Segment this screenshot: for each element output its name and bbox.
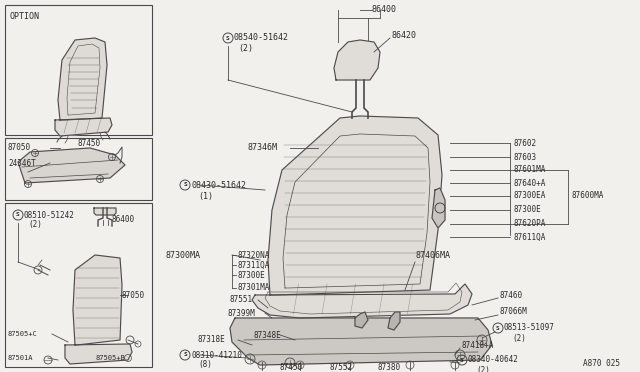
Text: 87640+A: 87640+A: [514, 179, 547, 187]
Bar: [5, 203, 152, 367]
Text: S: S: [226, 35, 230, 41]
Bar: [5, 5, 152, 135]
Text: 87552: 87552: [330, 363, 353, 372]
Text: 87505+C: 87505+C: [8, 331, 38, 337]
Text: 87611QA: 87611QA: [514, 232, 547, 241]
Text: S: S: [16, 212, 20, 218]
Text: 87603: 87603: [514, 153, 537, 161]
Text: 87620PA: 87620PA: [514, 219, 547, 228]
Bar: [5, 138, 152, 200]
Polygon shape: [18, 148, 125, 183]
Text: (2): (2): [512, 334, 526, 343]
Text: S: S: [183, 353, 187, 357]
Text: 87348E: 87348E: [254, 330, 282, 340]
Text: 87301MA: 87301MA: [238, 283, 270, 292]
Text: S: S: [496, 326, 500, 330]
Polygon shape: [388, 312, 400, 330]
Text: 87050: 87050: [8, 144, 31, 153]
Polygon shape: [55, 118, 112, 136]
Text: 87600MA: 87600MA: [571, 192, 604, 201]
Text: 86400: 86400: [112, 215, 135, 224]
Text: 08510-51242: 08510-51242: [24, 211, 75, 219]
Text: 87501A: 87501A: [8, 355, 33, 361]
Text: 86420: 86420: [392, 31, 417, 39]
Text: 87050: 87050: [122, 291, 145, 299]
Text: A870 025: A870 025: [583, 359, 620, 368]
Text: (2): (2): [28, 219, 42, 228]
Text: 87505+B: 87505+B: [95, 355, 125, 361]
Polygon shape: [73, 255, 122, 345]
Polygon shape: [268, 116, 442, 295]
Text: (8): (8): [198, 360, 212, 369]
Polygon shape: [58, 38, 107, 120]
Text: 87346M: 87346M: [248, 144, 278, 153]
Text: 87300E: 87300E: [514, 205, 541, 215]
Text: 87406MA: 87406MA: [416, 250, 451, 260]
Polygon shape: [432, 188, 445, 228]
Text: 87602: 87602: [514, 138, 537, 148]
Text: (2): (2): [476, 366, 490, 372]
Text: (2): (2): [238, 44, 253, 52]
Text: (1): (1): [198, 192, 213, 201]
Text: 87460: 87460: [500, 291, 523, 299]
Text: 87601MA: 87601MA: [514, 166, 547, 174]
Text: 08513-51097: 08513-51097: [504, 324, 555, 333]
Text: 87311QA: 87311QA: [238, 260, 270, 269]
Text: S: S: [183, 183, 187, 187]
Text: 87450: 87450: [78, 138, 101, 148]
Text: OPTION: OPTION: [10, 12, 40, 21]
Text: 87066M: 87066M: [500, 308, 528, 317]
Text: 87300EA: 87300EA: [514, 192, 547, 201]
Text: 87300E: 87300E: [238, 270, 266, 279]
Text: S: S: [460, 357, 464, 362]
Polygon shape: [334, 40, 380, 80]
Polygon shape: [65, 344, 132, 364]
Text: 87300MA: 87300MA: [165, 250, 200, 260]
Text: 08340-40642: 08340-40642: [468, 356, 519, 365]
Text: 87380: 87380: [378, 363, 401, 372]
Text: 87551: 87551: [230, 295, 253, 305]
Polygon shape: [252, 284, 472, 318]
Text: 87450: 87450: [280, 363, 303, 372]
Text: 08310-41210: 08310-41210: [191, 350, 242, 359]
Text: 87418+A: 87418+A: [462, 340, 494, 350]
Text: 87320NA: 87320NA: [238, 250, 270, 260]
Polygon shape: [355, 312, 368, 328]
Text: 87318E: 87318E: [198, 336, 226, 344]
Text: 08430-51642: 08430-51642: [191, 180, 246, 189]
Text: 24346T: 24346T: [8, 158, 36, 167]
Polygon shape: [94, 208, 116, 215]
Text: 87399M: 87399M: [228, 308, 256, 317]
Text: 08540-51642: 08540-51642: [234, 33, 289, 42]
Text: 86400: 86400: [372, 6, 397, 15]
Polygon shape: [230, 318, 492, 365]
